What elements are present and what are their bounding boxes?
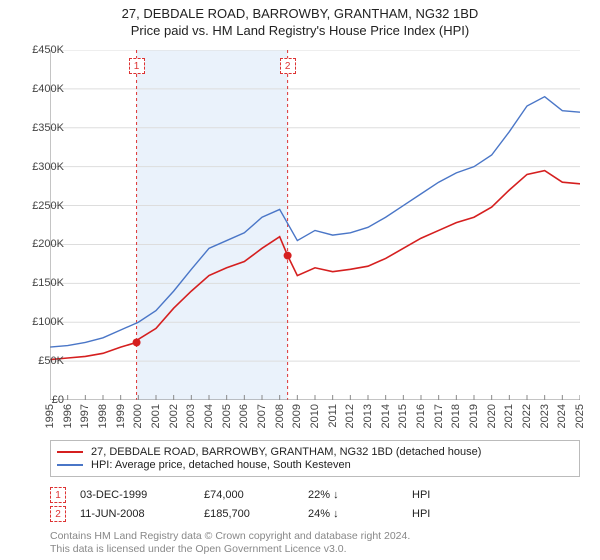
sale-vs: HPI (412, 508, 580, 520)
y-tick-label: £250K (32, 200, 64, 212)
x-tick-label: 2012 (344, 404, 356, 428)
x-tick-label: 1996 (62, 404, 74, 428)
legend-swatch (57, 451, 83, 453)
x-tick-label: 2007 (256, 404, 268, 428)
y-tick-label: £400K (32, 83, 64, 95)
x-tick-label: 2015 (397, 404, 409, 428)
x-tick-label: 2016 (415, 404, 427, 428)
marker-flag: 2 (280, 58, 296, 74)
x-tick-label: 2000 (132, 404, 144, 428)
table-row: 1 03-DEC-1999 £74,000 22% ↓ HPI (50, 487, 580, 503)
x-tick-label: 1998 (97, 404, 109, 428)
x-tick-label: 2018 (450, 404, 462, 428)
legend-item: 27, DEBDALE ROAD, BARROWBY, GRANTHAM, NG… (57, 446, 573, 458)
y-tick-label: £300K (32, 161, 64, 173)
sales-table: 1 03-DEC-1999 £74,000 22% ↓ HPI 2 11-JUN… (50, 484, 580, 525)
chart-title-sub: Price paid vs. HM Land Registry's House … (0, 23, 600, 38)
sale-pct: 22% ↓ (308, 489, 398, 501)
y-tick-label: £150K (32, 277, 64, 289)
chart-title-address: 27, DEBDALE ROAD, BARROWBY, GRANTHAM, NG… (0, 6, 600, 21)
x-tick-label: 2002 (168, 404, 180, 428)
sale-flag-icon: 1 (50, 487, 66, 503)
x-tick-label: 2005 (221, 404, 233, 428)
x-tick-label: 2008 (274, 404, 286, 428)
chart-area (50, 50, 580, 400)
x-tick-label: 1997 (79, 404, 91, 428)
legend: 27, DEBDALE ROAD, BARROWBY, GRANTHAM, NG… (50, 440, 580, 477)
y-tick-label: £50K (38, 355, 64, 367)
x-tick-label: 1999 (115, 404, 127, 428)
sale-flag-icon: 2 (50, 506, 66, 522)
license-text: Contains HM Land Registry data © Crown c… (50, 530, 580, 556)
x-tick-label: 2021 (503, 404, 515, 428)
x-tick-label: 2023 (539, 404, 551, 428)
x-tick-label: 2014 (380, 404, 392, 428)
x-tick-label: 2006 (238, 404, 250, 428)
sale-vs: HPI (412, 489, 580, 501)
line-chart (50, 50, 580, 400)
x-tick-label: 2004 (203, 404, 215, 428)
x-tick-label: 2019 (468, 404, 480, 428)
marker-flag: 1 (129, 58, 145, 74)
x-tick-label: 2025 (574, 404, 586, 428)
sale-price: £74,000 (204, 489, 294, 501)
x-tick-label: 2022 (521, 404, 533, 428)
x-tick-label: 2024 (556, 404, 568, 428)
y-tick-label: £200K (32, 238, 64, 250)
table-row: 2 11-JUN-2008 £185,700 24% ↓ HPI (50, 506, 580, 522)
x-tick-label: 2010 (309, 404, 321, 428)
x-tick-label: 2011 (327, 404, 339, 428)
x-tick-label: 2013 (362, 404, 374, 428)
sale-date: 03-DEC-1999 (80, 489, 190, 501)
x-tick-label: 2009 (291, 404, 303, 428)
x-tick-label: 2020 (486, 404, 498, 428)
legend-label: 27, DEBDALE ROAD, BARROWBY, GRANTHAM, NG… (91, 446, 481, 458)
x-tick-label: 2001 (150, 404, 162, 428)
legend-label: HPI: Average price, detached house, Sout… (91, 459, 351, 471)
x-tick-label: 2017 (433, 404, 445, 428)
y-tick-label: £450K (32, 44, 64, 56)
y-tick-label: £350K (32, 122, 64, 134)
y-tick-label: £100K (32, 316, 64, 328)
sale-price: £185,700 (204, 508, 294, 520)
x-tick-label: 2003 (185, 404, 197, 428)
legend-swatch (57, 464, 83, 466)
sale-pct: 24% ↓ (308, 508, 398, 520)
sale-date: 11-JUN-2008 (80, 508, 190, 520)
x-tick-label: 1995 (44, 404, 56, 428)
legend-item: HPI: Average price, detached house, Sout… (57, 459, 573, 471)
